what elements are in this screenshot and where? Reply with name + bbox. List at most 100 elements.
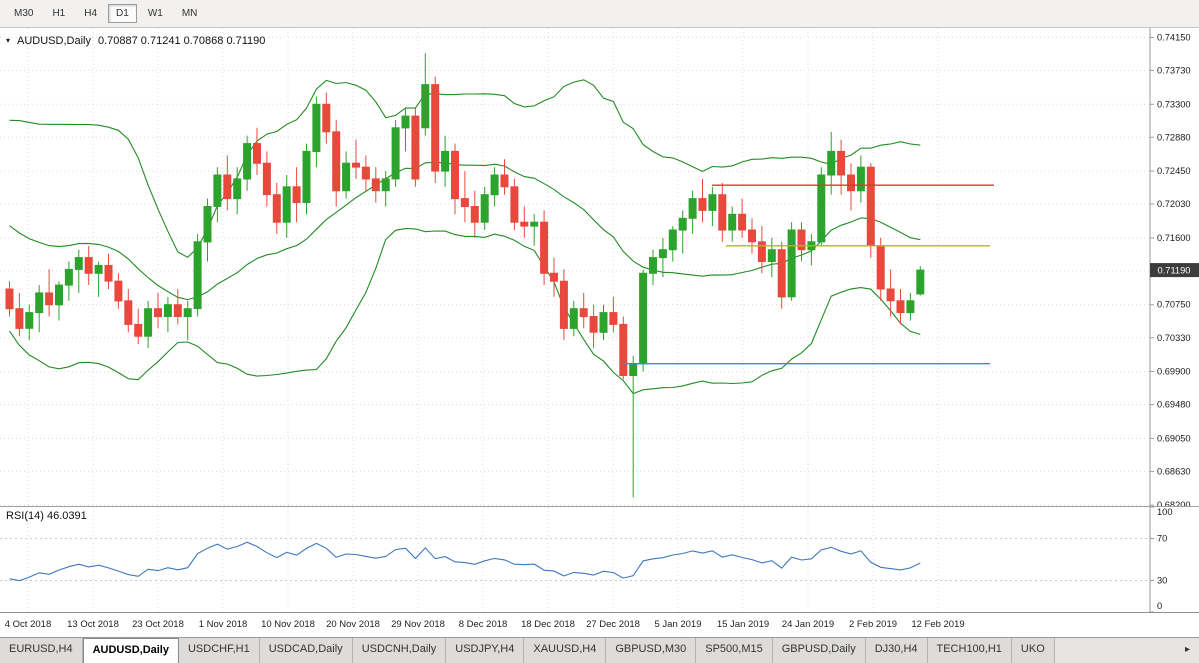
pane-separator[interactable] bbox=[0, 506, 1199, 507]
bull-candle-body bbox=[25, 312, 34, 329]
bear-candle-body bbox=[876, 245, 885, 290]
chart-tab-eurusd-h4[interactable]: EURUSD,H4 bbox=[0, 638, 83, 663]
price-axis-label: 0.73300 bbox=[1157, 99, 1191, 109]
price-axis-label: 0.73730 bbox=[1157, 65, 1191, 75]
date-axis-label: 15 Jan 2019 bbox=[716, 619, 770, 630]
bull-candle-body bbox=[213, 174, 222, 207]
timeframe-button-h4[interactable]: H4 bbox=[84, 8, 98, 19]
timeframe-button-m30[interactable]: M30 bbox=[14, 8, 34, 19]
date-axis-label: 23 Oct 2018 bbox=[132, 619, 184, 630]
chart-tab-audusd-daily[interactable]: AUDUSD,Daily bbox=[82, 638, 179, 663]
chart-tab-usdcnh-daily[interactable]: USDCNH,Daily bbox=[352, 638, 447, 663]
rsi-pane-canvas[interactable]: 100 70 30 0 bbox=[0, 507, 1199, 612]
bull-candle-body bbox=[480, 194, 489, 223]
timeframe-button-d1[interactable]: D1 bbox=[108, 4, 137, 23]
bull-candle-body bbox=[183, 308, 192, 318]
current-price-badge-label: 0.71190 bbox=[1158, 265, 1191, 275]
bear-candle-body bbox=[559, 280, 568, 329]
bear-candle-body bbox=[272, 194, 281, 223]
bear-candle-body bbox=[332, 131, 341, 192]
bear-candle-body bbox=[698, 198, 707, 211]
bull-candle-body bbox=[639, 272, 648, 365]
time-axis[interactable]: 4 Oct 2018 13 Oct 2018 23 Oct 2018 1 Nov 20… bbox=[0, 612, 1199, 637]
chart-tab-usdcad-daily[interactable]: USDCAD,Daily bbox=[259, 638, 353, 663]
bear-candle-body bbox=[253, 143, 261, 164]
candles-layer bbox=[5, 53, 925, 498]
bear-candle-body bbox=[757, 241, 766, 263]
bull-candle-body bbox=[767, 249, 776, 262]
price-axis-label: 0.74150 bbox=[1157, 32, 1191, 42]
rsi-axis-label: 100 bbox=[1157, 507, 1173, 517]
bull-candle-body bbox=[163, 304, 172, 318]
chart-tab-tech100-h1[interactable]: TECH100,H1 bbox=[927, 638, 1012, 663]
bear-candle-body bbox=[352, 162, 360, 168]
timeframe-button-mn[interactable]: MN bbox=[181, 8, 198, 19]
bear-candle-body bbox=[134, 323, 143, 337]
bull-candle-body bbox=[728, 213, 737, 231]
bear-candle-body bbox=[748, 229, 756, 243]
chart-marker-icon: ▾ bbox=[6, 36, 11, 45]
bear-candle-body bbox=[500, 174, 509, 188]
bull-candle-body bbox=[787, 229, 796, 298]
bull-candle-body bbox=[678, 217, 687, 231]
bull-candle-body bbox=[64, 268, 73, 286]
bear-candle-body bbox=[510, 186, 519, 223]
bear-candle-body bbox=[847, 174, 855, 192]
chart-tab-gbpusd-m30[interactable]: GBPUSD,M30 bbox=[606, 638, 697, 663]
bull-candle-body bbox=[401, 115, 410, 129]
bear-candle-body bbox=[411, 115, 420, 180]
bear-candle-body bbox=[292, 186, 301, 204]
timeframe-toolbar: M30 H1 H4 D1 W1 MN bbox=[0, 0, 1199, 28]
bull-candle-body bbox=[441, 150, 450, 172]
bear-candle-body bbox=[540, 221, 549, 274]
bear-candle-body bbox=[460, 198, 469, 208]
bull-candle-body bbox=[144, 308, 153, 337]
chart-tab-uko[interactable]: UKO bbox=[1011, 638, 1055, 663]
rsi-line bbox=[9, 541, 921, 582]
price-axis-label: 0.72880 bbox=[1157, 132, 1191, 142]
bull-candle-body bbox=[856, 166, 865, 192]
bull-candle-body bbox=[649, 257, 657, 274]
chart-tab-usdchf-h1[interactable]: USDCHF,H1 bbox=[178, 638, 260, 663]
bull-candle-body bbox=[906, 300, 915, 314]
bear-candle-body bbox=[84, 257, 93, 274]
date-axis-label: 20 Nov 2018 bbox=[326, 619, 380, 630]
bull-candle-body bbox=[381, 178, 390, 192]
current-price-badge bbox=[1150, 263, 1199, 278]
bull-candle-body bbox=[342, 162, 351, 192]
rsi-indicator-label: RSI(14) 46.0391 bbox=[6, 510, 87, 522]
bull-candle-body bbox=[193, 241, 202, 310]
chart-tab-gbpusd-daily[interactable]: GBPUSD,Daily bbox=[772, 638, 866, 663]
bull-candle-body bbox=[421, 84, 430, 129]
bear-candle-body bbox=[15, 308, 24, 329]
bear-candle-body bbox=[866, 166, 875, 247]
date-axis-label: 27 Dec 2018 bbox=[586, 619, 640, 630]
bull-candle-body bbox=[35, 292, 44, 314]
bull-candle-body bbox=[243, 143, 252, 180]
price-axis-label: 0.68200 bbox=[1157, 500, 1191, 506]
bull-candle-body bbox=[827, 150, 836, 176]
chart-tab-dj30-h4[interactable]: DJ30,H4 bbox=[865, 638, 928, 663]
date-axis-label: 12 Feb 2019 bbox=[911, 619, 965, 630]
bear-candle-body bbox=[579, 308, 588, 318]
bear-candle-body bbox=[104, 264, 113, 282]
bull-candle-body bbox=[203, 206, 212, 243]
chart-tab-xauusd-h4[interactable]: XAUUSD,H4 bbox=[524, 638, 607, 663]
timeframe-button-w1[interactable]: W1 bbox=[147, 8, 163, 19]
chart-tab-usdjpy-h4[interactable]: USDJPY,H4 bbox=[446, 638, 525, 663]
tab-scroll-right-icon[interactable]: ▸ bbox=[1184, 644, 1190, 655]
bull-candle-body bbox=[688, 198, 697, 219]
bear-candle-body bbox=[262, 162, 271, 196]
bull-candle-body bbox=[629, 363, 638, 377]
timeframe-button-h1[interactable]: H1 bbox=[52, 8, 66, 19]
bull-candle-body bbox=[233, 178, 242, 200]
bear-candle-body bbox=[45, 292, 54, 306]
chart-tab-sp500-m15[interactable]: SP500,M15 bbox=[696, 638, 773, 663]
price-chart-canvas[interactable]: 0.74150 0.73730 0.73300 0.72880 0.72450 0.720… bbox=[0, 28, 1199, 506]
chart-window: 0.74150 0.73730 0.73300 0.72880 0.72450 0.720… bbox=[0, 28, 1199, 637]
bear-candle-body bbox=[361, 166, 370, 180]
bollinger-lower-band bbox=[9, 228, 921, 395]
chart-ohlc-label: 0.70887 0.71241 0.70868 0.71190 bbox=[97, 35, 266, 47]
bull-candle-body bbox=[569, 308, 578, 329]
bull-candle-body bbox=[530, 221, 539, 227]
